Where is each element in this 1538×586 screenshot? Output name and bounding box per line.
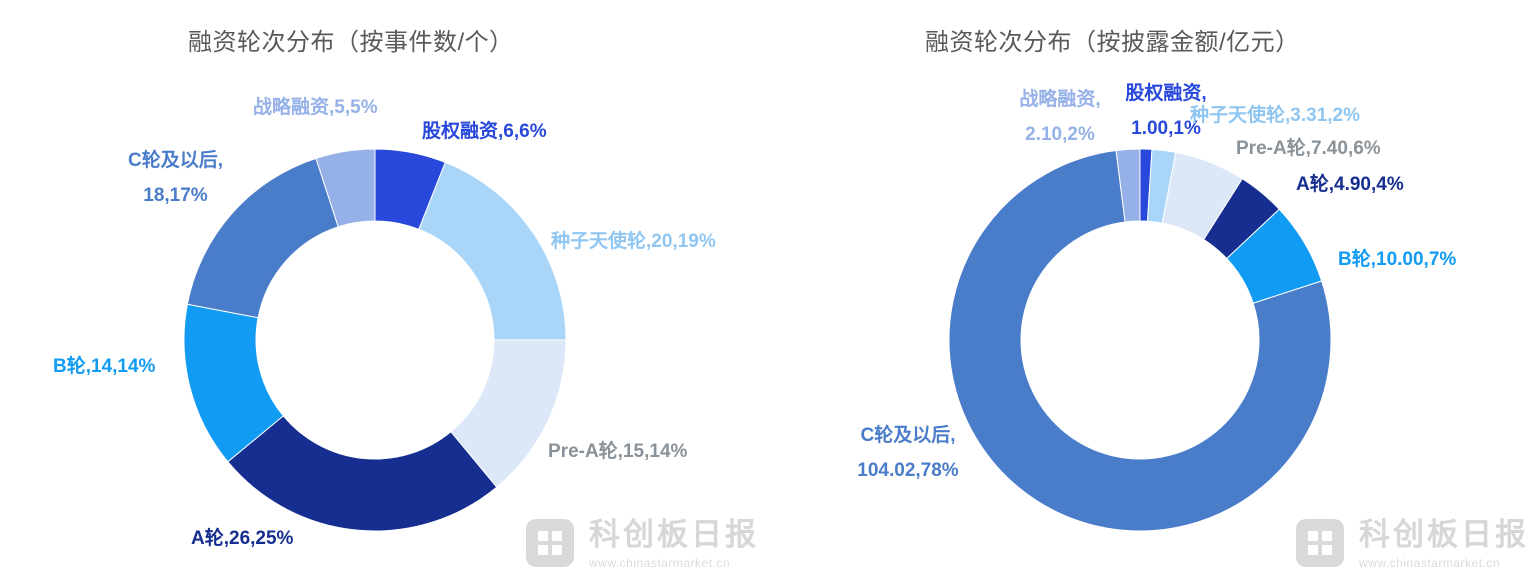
donut-chart-amount	[948, 148, 1332, 532]
label-c-and-later: C轮及以后, 104.02,78%	[838, 418, 978, 488]
watermark-site: www.chinastarmarket.cn	[589, 556, 731, 570]
label-equity-line2: 1.00,1%	[1131, 118, 1201, 139]
label-pre-a: Pre-A轮,15,14%	[548, 441, 688, 462]
label-c-and-later-line1: C轮及以后,	[127, 150, 223, 171]
donut-chart-events	[183, 148, 567, 532]
watermark-site: www.chinastarmarket.cn	[1359, 556, 1501, 570]
label-c-and-later: C轮及以后, 18,17%	[108, 143, 243, 213]
label-equity: 股权融资,6,6%	[422, 121, 547, 142]
label-b-round: B轮,14,14%	[53, 356, 156, 377]
label-equity: 股权融资, 1.00,1%	[1104, 76, 1228, 146]
label-pre-a: Pre-A轮,7.40,6%	[1236, 138, 1381, 159]
label-c-and-later-line1: C轮及以后,	[860, 425, 956, 446]
watermark-logo-icon	[526, 519, 574, 567]
donut-slice-a-round	[227, 415, 498, 532]
label-a-round: A轮,4.90,4%	[1296, 174, 1404, 195]
donut-slice-c-and-later	[948, 149, 1332, 532]
chart-title-amount: 融资轮次分布（按披露金额/亿元）	[925, 29, 1300, 56]
label-strategic-line1: 战略融资,	[1019, 89, 1101, 110]
label-strategic: 战略融资,5,5%	[253, 97, 378, 118]
label-b-round: B轮,10.00,7%	[1338, 249, 1457, 270]
label-strategic: 战略融资, 2.10,2%	[999, 82, 1121, 152]
chart-title-events: 融资轮次分布（按事件数/个）	[188, 29, 514, 56]
label-seed-angel: 种子天使轮,20,19%	[551, 231, 716, 252]
label-equity-line1: 股权融资,	[1125, 83, 1207, 104]
label-c-and-later-line2: 104.02,78%	[857, 460, 959, 481]
label-seed-angel: 种子天使轮,3.31,2%	[1190, 105, 1360, 126]
watermark: 科创板日报 www.chinastarmarket.cn	[524, 517, 759, 570]
label-a-round: A轮,26,25%	[191, 528, 294, 549]
watermark: 科创板日报 www.chinastarmarket.cn	[1294, 517, 1529, 570]
watermark-logo-icon	[1296, 519, 1344, 567]
watermark-text: 科创板日报 www.chinastarmarket.cn	[589, 517, 759, 570]
label-c-and-later-line2: 18,17%	[143, 185, 208, 206]
label-strategic-line2: 2.10,2%	[1025, 124, 1095, 145]
watermark-brand: 科创板日报	[589, 517, 759, 552]
watermark-brand: 科创板日报	[1359, 517, 1529, 552]
donut-slice-strategic	[1115, 148, 1141, 223]
watermark-text: 科创板日报 www.chinastarmarket.cn	[1359, 517, 1529, 570]
donut-slice-strategic	[315, 148, 376, 228]
donut-slice-seed-angel	[418, 161, 567, 341]
